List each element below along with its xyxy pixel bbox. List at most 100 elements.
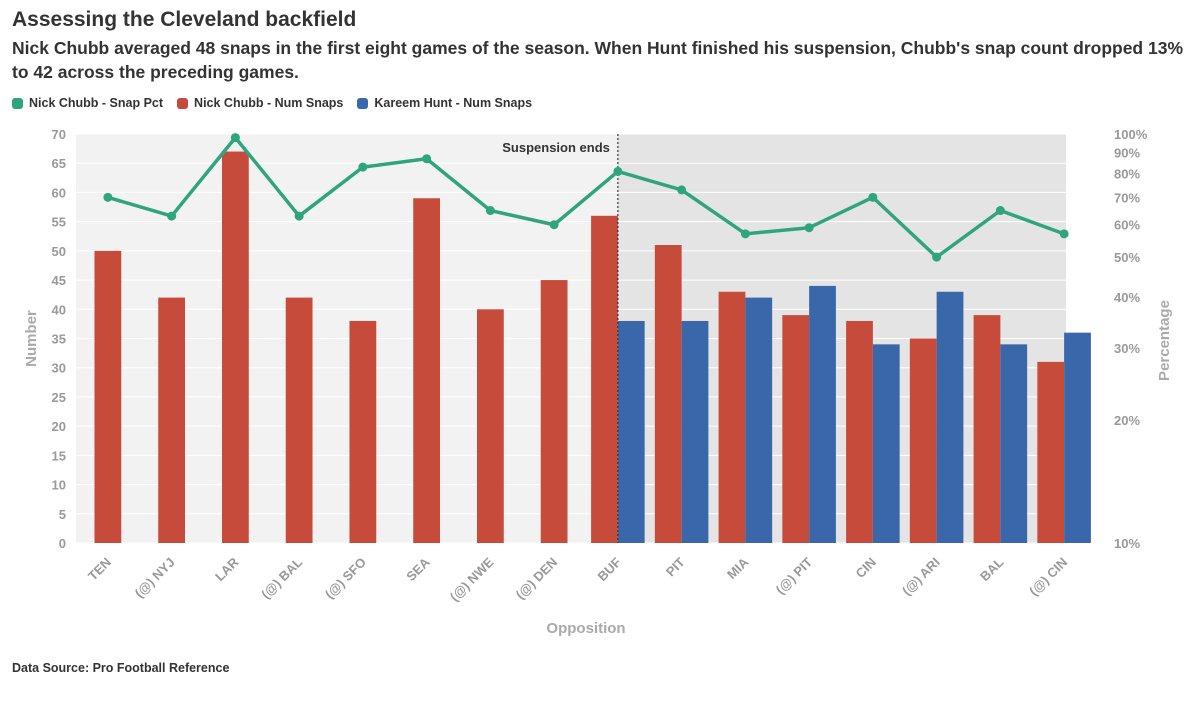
bar-chubb-snaps	[973, 315, 1001, 543]
y2-tick-label: 60%	[1114, 218, 1140, 233]
y2-tick-label: 70%	[1114, 190, 1140, 205]
y-tick-label: 40	[52, 302, 66, 317]
y-tick-label: 5	[59, 507, 66, 522]
y2-axis-title: Percentage	[1156, 300, 1173, 381]
bar-chubb-snaps	[782, 315, 810, 543]
x-tick-label: (@) SFO	[322, 555, 369, 602]
bar-hunt-snaps	[809, 285, 836, 543]
y-axis-title: Number	[23, 310, 40, 367]
y2-tick-label: 40%	[1114, 290, 1140, 305]
bar-chubb-snaps	[591, 215, 618, 544]
snap-pct-point	[1059, 229, 1069, 239]
snap-pct-point	[358, 162, 368, 172]
bar-hunt-snaps	[872, 344, 900, 543]
x-tick-label: BUF	[594, 554, 624, 584]
y2-tick-label: 50%	[1114, 250, 1140, 265]
y-tick-label: 55	[52, 215, 66, 230]
x-tick-label: CIN	[853, 555, 879, 581]
y2-tick-label: 20%	[1114, 413, 1140, 428]
bar-chubb-snaps	[718, 291, 746, 543]
snap-pct-point	[677, 185, 687, 195]
x-tick-label: (@) PIT	[773, 554, 816, 597]
snap-pct-point	[422, 154, 432, 164]
legend-swatch	[12, 97, 23, 109]
bar-hunt-snaps	[617, 320, 645, 543]
bar-chubb-snaps	[1037, 361, 1065, 543]
snap-pct-point	[613, 166, 623, 176]
bar-hunt-snaps	[745, 297, 773, 543]
y-tick-label: 15	[52, 448, 66, 463]
y2-tick-label: 80%	[1114, 167, 1140, 182]
legend-item-hunt-snaps[interactable]: Kareem Hunt - Num Snaps	[357, 96, 532, 110]
x-tick-label: (@) CIN	[1026, 555, 1070, 599]
snap-pct-point	[549, 220, 559, 230]
y-tick-label: 70	[52, 127, 66, 142]
snap-pct-point	[294, 211, 304, 221]
bar-chubb-snaps	[540, 280, 568, 543]
bar-hunt-snaps	[1064, 332, 1091, 543]
bar-chubb-snaps	[221, 151, 249, 543]
legend-label: Nick Chubb - Num Snaps	[194, 96, 344, 110]
x-tick-label: (@) ARI	[899, 555, 943, 599]
y-tick-label: 20	[52, 419, 66, 434]
y2-tick-label: 90%	[1114, 146, 1140, 161]
chart-subtitle: Nick Chubb averaged 48 snaps in the firs…	[12, 38, 1184, 82]
y-tick-label: 45	[52, 273, 66, 288]
bar-hunt-snaps	[936, 291, 964, 543]
legend-item-chubb-snaps[interactable]: Nick Chubb - Num Snaps	[177, 96, 343, 110]
x-tick-label: (@) NYJ	[132, 555, 178, 601]
y-tick-label: 25	[52, 390, 66, 405]
legend: Nick Chubb - Snap Pct Nick Chubb - Num S…	[12, 96, 532, 110]
legend-swatch	[357, 97, 369, 109]
y-tick-label: 65	[52, 156, 66, 171]
x-tick-label: (@) BAL	[258, 554, 305, 601]
suspension-annotation: Suspension ends	[502, 140, 610, 155]
x-tick-label: SEA	[403, 554, 433, 584]
snap-pct-point	[740, 229, 750, 239]
data-source: Data Source: Pro Football Reference	[12, 661, 230, 675]
bar-chubb-snaps	[476, 309, 504, 543]
bar-chubb-snaps	[285, 297, 313, 543]
legend-label: Nick Chubb - Snap Pct	[29, 96, 164, 110]
x-tick-label: MIA	[724, 554, 752, 582]
x-axis-title: Opposition	[546, 620, 625, 637]
snap-pct-point	[230, 133, 240, 143]
x-tick-label: (@) DEN	[513, 555, 561, 603]
snap-pct-point	[932, 252, 942, 262]
chart-title: Assessing the Cleveland backfield	[12, 8, 357, 31]
snap-pct-line	[107, 135, 1065, 259]
y2-tick-label: 30%	[1114, 341, 1140, 356]
x-tick-label: PIT	[663, 554, 688, 579]
snap-pct-point	[103, 192, 113, 202]
legend-item-snap-pct[interactable]: Nick Chubb - Snap Pct	[12, 96, 163, 110]
snap-pct-point	[868, 192, 878, 202]
bar-chubb-snaps	[349, 320, 377, 543]
y-tick-label: 10	[52, 478, 66, 493]
x-tick-label: BAL	[977, 554, 1007, 584]
snap-pct-point	[167, 211, 177, 221]
bar-hunt-snaps	[1000, 344, 1028, 543]
x-tick-label: LAR	[212, 554, 242, 584]
y-tick-label: 60	[52, 185, 66, 200]
bar-chubb-snaps	[94, 250, 122, 543]
y-tick-label: 50	[52, 244, 66, 259]
bar-chubb-snaps	[909, 338, 937, 543]
bar-chubb-snaps	[413, 198, 441, 543]
legend-label: Kareem Hunt - Num Snaps	[374, 96, 533, 110]
legend-swatch	[177, 97, 189, 109]
bar-hunt-snaps	[681, 320, 709, 543]
bar-chubb-snaps	[654, 245, 682, 543]
snap-pct-point	[804, 223, 814, 233]
y-tick-label: 35	[52, 332, 66, 347]
snap-pct-point	[995, 206, 1005, 216]
y2-tick-label: 10%	[1114, 536, 1140, 551]
y2-tick-label: 100%	[1114, 127, 1148, 142]
x-tick-label: TEN	[85, 555, 114, 584]
y-tick-label: 30	[52, 361, 66, 376]
snap-pct-point	[485, 206, 495, 216]
bar-chubb-snaps	[846, 320, 873, 543]
bar-chubb-snaps	[158, 297, 186, 543]
x-tick-label: (@) NWE	[447, 554, 497, 604]
y-tick-label: 0	[59, 536, 66, 551]
